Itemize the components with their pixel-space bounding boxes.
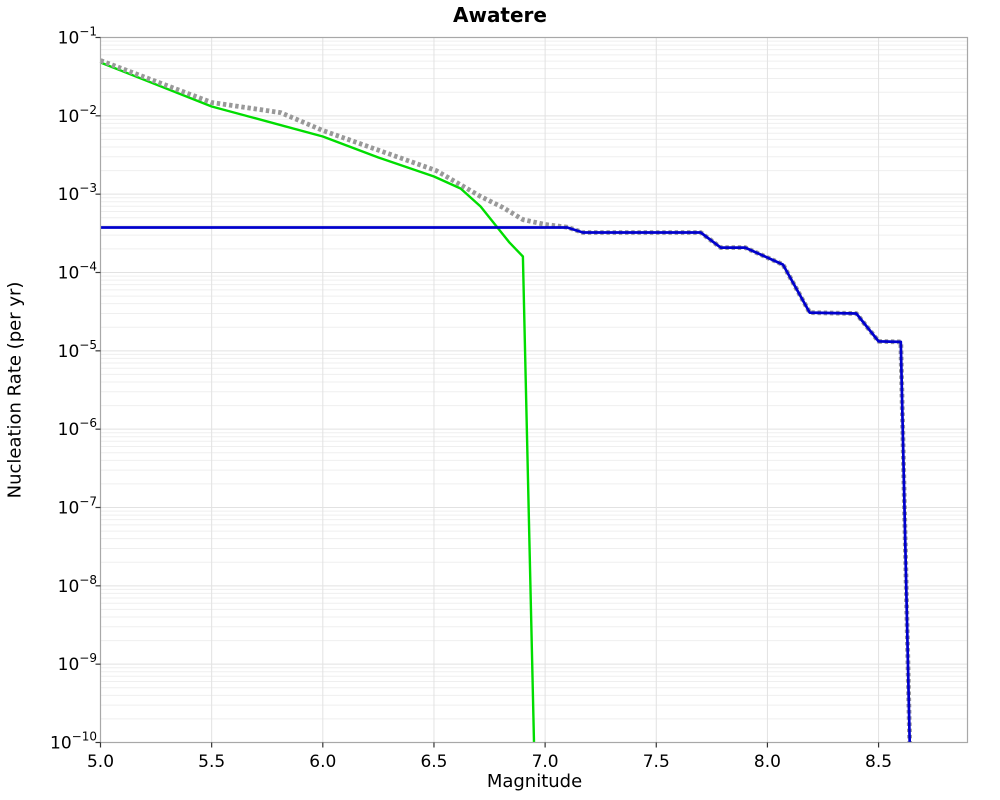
x-tick-label: 6.0	[309, 752, 336, 772]
plot-frame	[99, 36, 969, 744]
y-axis-label: Nucleation Rate (per yr)	[4, 281, 26, 499]
x-axis-label: Magnitude	[486, 771, 583, 792]
y-tick-label: 10−6	[58, 416, 97, 440]
x-tick-label: 5.0	[87, 752, 114, 772]
y-tick-label: 10−4	[58, 260, 97, 284]
x-tick-label: 7.5	[643, 752, 670, 772]
x-tick-label: 5.5	[198, 752, 225, 772]
y-tick-label: 10−1	[58, 25, 97, 49]
x-tick-label: 7.0	[532, 752, 559, 772]
series-incremental-rate-green-line	[100, 61, 536, 743]
x-tick-label: 6.5	[420, 752, 447, 772]
chart-title: Awatere	[452, 3, 547, 27]
y-tick-label: 10−10	[50, 730, 97, 754]
x-tick-label: 8.0	[754, 752, 781, 772]
x-tick-label: 8.5	[865, 752, 892, 772]
y-tick-label: 10−5	[58, 338, 97, 362]
series-floor-rate-blue-line	[100, 226, 912, 743]
y-tick-label: 10−8	[58, 573, 97, 597]
y-tick-label: 10−2	[58, 103, 97, 127]
y-tick-label: 10−7	[58, 495, 97, 519]
y-tick-label: 10−3	[58, 181, 97, 205]
y-tick-label: 10−9	[58, 651, 97, 675]
